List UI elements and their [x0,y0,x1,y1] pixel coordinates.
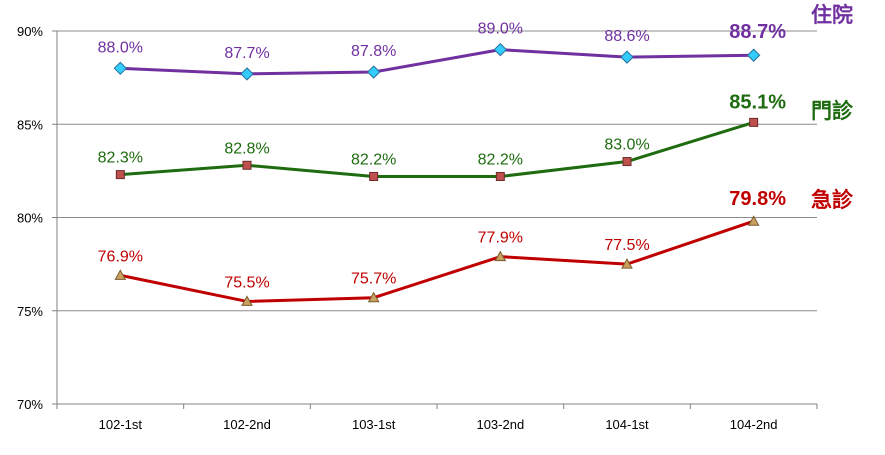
y-tick-label: 80% [17,211,43,226]
data-point-outpatient [369,171,379,181]
data-label: 88.0% [98,39,143,56]
y-axis-ticks: 90% 85% 80% 75% 70% [17,24,57,412]
data-point-inpatient [113,61,128,76]
series-emergency: 76.9% 75.5% 75.7% 77.9% 77.5% 79.8% [98,188,786,306]
x-tick-label: 102-2nd [223,417,271,432]
data-label: 83.0% [604,137,649,154]
data-label: 76.9% [98,248,143,265]
data-point-emergency [494,250,507,262]
y-tick-label: 70% [17,397,43,412]
series-inpatient: 88.0% 87.7% 87.8% 89.0% 88.6% 88.7% [98,21,786,81]
data-label: 88.7% [729,21,786,43]
x-tick-label: 104-1st [605,417,649,432]
data-point-emergency [114,269,127,280]
data-label: 82.2% [351,151,396,168]
data-label: 82.3% [98,150,143,167]
data-point-inpatient [746,48,761,62]
data-point-outpatient [115,170,125,180]
data-label: 87.8% [351,43,396,60]
series-outpatient: 82.3% 82.8% 82.2% 82.2% 83.0% 85.1% [98,91,786,181]
data-label: 87.7% [224,45,269,62]
data-point-outpatient [242,160,252,170]
data-label: 75.7% [351,271,396,288]
data-point-emergency [621,258,633,269]
data-point-outpatient [622,157,632,167]
x-axis-ticks: 102-1st 102-2nd 103-1st 103-2nd 104-1st 104-2… [56,404,818,432]
data-point-emergency [367,291,380,303]
data-label: 75.5% [224,274,269,291]
data-point-inpatient [366,65,381,79]
x-tick-label: 102-1st [99,417,143,432]
series-name-inpatient: 住院 [811,2,853,27]
data-point-emergency [747,215,760,226]
series-line-emergency [120,219,755,303]
data-label: 79.8% [729,188,786,210]
data-point-inpatient [493,42,508,57]
x-tick-label: 103-2nd [476,417,524,432]
data-label: 82.8% [224,140,269,157]
x-tick-label: 103-1st [352,417,396,432]
data-point-outpatient [749,117,759,127]
y-tick-label: 90% [17,24,43,39]
y-tick-label: 85% [17,117,43,132]
data-point-inpatient [240,67,254,81]
data-label: 85.1% [729,91,786,113]
data-label: 77.5% [604,237,649,254]
series-line-inpatient [120,48,754,76]
data-label: 88.6% [604,28,649,45]
series-name-emergency: 急診 [811,187,854,212]
data-label: 77.9% [478,230,523,247]
x-tick-label: 104-2nd [730,417,778,432]
y-tick-label: 75% [17,304,43,319]
series-line-outpatient [120,120,755,178]
series-layer: 88.0% 87.7% 87.8% 89.0% 88.6% 88.7% 82.3% 82.8%… [98,21,786,306]
data-point-inpatient [620,50,634,64]
series-name-outpatient: 門診 [811,98,854,123]
gridlines [57,30,817,312]
data-label: 89.0% [478,21,523,38]
data-label: 82.2% [478,151,523,168]
data-point-outpatient [495,171,505,181]
data-point-emergency [241,295,253,306]
